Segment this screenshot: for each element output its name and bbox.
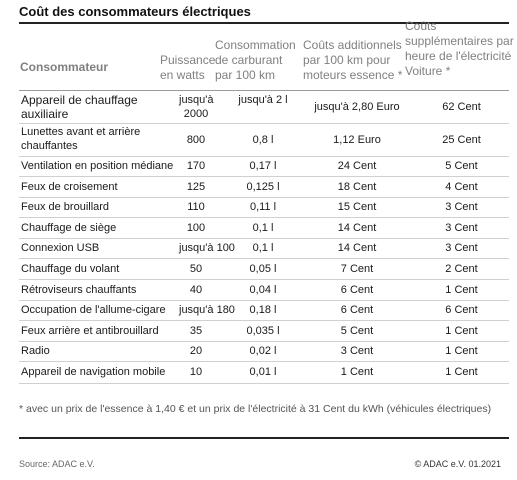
cell-consumption: 0,125 l — [246, 181, 280, 193]
header-cost-ev: Coûts supplémentaires par heure de l'éle… — [405, 19, 514, 78]
table-row: Ventilation en position médiane 170 0,17 l… — [19, 156, 509, 177]
table-row: Feux arrière et antibrouillard 35 0,035 l 5… — [19, 320, 509, 342]
cell-name: Lunettes avant et arrière chauffantes — [21, 126, 141, 152]
cell-name: Radio — [21, 345, 50, 357]
cell-consumption: 0,1 l — [252, 222, 274, 234]
cell-cost-petrol: 5 Cent — [340, 325, 374, 337]
cell-cost-ev: 1 Cent — [445, 284, 478, 296]
cell-cost-ev: 1 Cent — [445, 366, 478, 378]
cell-cost-ev: 3 Cent — [445, 201, 478, 213]
cell-cost-petrol: 14 Cent — [337, 222, 377, 234]
table-row: Feux de brouillard 110 0,11 l 15 Cent 3 Cent — [19, 197, 509, 218]
table-row: Appareil de navigation mobile 10 0,01 l 1 C… — [19, 361, 509, 384]
header-rule — [19, 90, 509, 91]
header-consumer: Consommateur — [20, 60, 109, 74]
cell-cost-ev: 5 Cent — [445, 160, 478, 172]
cell-consumption: 0,05 l — [249, 263, 277, 275]
cell-cost-petrol: 18 Cent — [337, 181, 377, 193]
cell-consumption: 0,01 l — [249, 366, 277, 378]
table-row: Radio 20 0,02 l 3 Cent 1 Cent — [19, 341, 509, 362]
cell-cost-ev: 3 Cent — [445, 222, 478, 234]
cell-name: Feux arrière et antibrouillard — [21, 325, 159, 337]
cell-cost-petrol: 6 Cent — [340, 284, 374, 296]
cell-power: 800 — [186, 134, 206, 146]
cell-power: 20 — [189, 345, 203, 357]
cell-cost-petrol: 14 Cent — [337, 242, 377, 254]
cell-cost-ev: 25 Cent — [442, 134, 481, 146]
header-power: Puissance en watts — [160, 53, 216, 82]
cell-cost-ev: 6 Cent — [445, 304, 478, 316]
cell-cost-ev: 1 Cent — [445, 345, 478, 357]
cell-cost-ev: 1 Cent — [445, 325, 478, 337]
table-title: Coût des consommateurs électriques — [19, 4, 251, 19]
cell-cost-petrol: 3 Cent — [340, 345, 374, 357]
cell-power: jusqu'à 180 — [179, 304, 235, 316]
cell-consumption: 0,11 l — [249, 201, 277, 213]
cell-cost-petrol: 15 Cent — [337, 201, 377, 213]
cell-cost-petrol: 6 Cent — [340, 304, 374, 316]
cell-cost-petrol: 1,12 Euro — [333, 134, 381, 146]
cell-consumption: 0,8 l — [252, 134, 274, 146]
source-note: Source: ADAC e.V. — [19, 459, 95, 469]
cell-name: Connexion USB — [21, 242, 100, 254]
cell-power: 50 — [189, 263, 203, 275]
table-row: Appareil de chauffage auxiliaire jusqu'à … — [19, 91, 509, 124]
cell-cost-ev: 2 Cent — [445, 263, 478, 275]
table-row: Rétroviseurs chauffants 40 0,04 l 6 Cent 1 C… — [19, 279, 509, 301]
cell-power: jusqu'à 100 — [179, 242, 235, 254]
cell-cost-ev: 4 Cent — [445, 181, 478, 193]
cell-consumption: jusqu'à 2 l — [238, 94, 288, 106]
cell-name: Rétroviseurs chauffants — [21, 284, 137, 296]
footnote: * avec un prix de l'essence à 1,40 € et … — [19, 403, 492, 415]
cell-consumption: 0,02 l — [249, 345, 277, 357]
cell-power: jusqu'à 2000 — [179, 94, 214, 120]
cell-name: Ventilation en position médiane — [21, 160, 174, 172]
cell-name: Feux de brouillard — [21, 201, 110, 213]
cell-consumption: 0,035 l — [246, 325, 280, 337]
cell-cost-ev: 3 Cent — [445, 242, 478, 254]
cell-consumption: 0,1 l — [252, 242, 274, 254]
cell-name: Appareil de navigation mobile — [21, 366, 166, 378]
cell-name: Occupation de l'allume-cigare — [21, 304, 166, 316]
cell-name: Chauffage de siège — [21, 222, 117, 234]
cell-cost-petrol: 7 Cent — [340, 263, 374, 275]
bottom-rule — [19, 437, 509, 439]
cell-power: 170 — [186, 160, 206, 172]
cell-power: 100 — [186, 222, 206, 234]
cell-name: Feux de croisement — [21, 181, 118, 193]
cell-cost-petrol: 1 Cent — [340, 366, 374, 378]
table-row: Feux de croisement 125 0,125 l 18 Cent 4 Cen… — [19, 176, 509, 198]
copyright-note: © ADAC e.V. 01.2021 — [414, 459, 501, 469]
header-cost-petrol: Coûts additionnels par 100 km pour moteu… — [303, 38, 403, 82]
table-row: Occupation de l'allume-cigare jusqu'à 180… — [19, 300, 509, 321]
top-rule — [19, 22, 509, 24]
cell-cost-petrol: jusqu'à 2,80 Euro — [314, 101, 400, 113]
header-consumption: Consommation de carburant par 100 km — [215, 38, 296, 82]
cell-cost-ev: 62 Cent — [442, 101, 481, 113]
cell-power: 110 — [187, 201, 205, 213]
table-row: Chauffage du volant 50 0,05 l 7 Cent 2 Cent — [19, 258, 509, 280]
cell-name: Chauffage du volant — [21, 263, 120, 275]
cell-power: 40 — [189, 284, 203, 296]
cell-name: Appareil de chauffage auxiliaire — [21, 93, 138, 121]
table-row: Chauffage de siège 100 0,1 l 14 Cent 3 Cent — [19, 217, 509, 239]
cell-consumption: 0,18 l — [249, 304, 277, 316]
cell-power: 35 — [189, 325, 203, 337]
cell-consumption: 0,04 l — [249, 284, 277, 296]
cell-consumption: 0,17 l — [249, 160, 277, 172]
cell-power: 125 — [186, 181, 206, 193]
cell-cost-petrol: 24 Cent — [337, 160, 377, 172]
table-row: Connexion USB jusqu'à 100 0,1 l 14 Cent 3 Ce… — [19, 238, 509, 259]
cell-power: 10 — [189, 366, 203, 378]
table-row: Lunettes avant et arrière chauffantes 800… — [19, 123, 509, 157]
